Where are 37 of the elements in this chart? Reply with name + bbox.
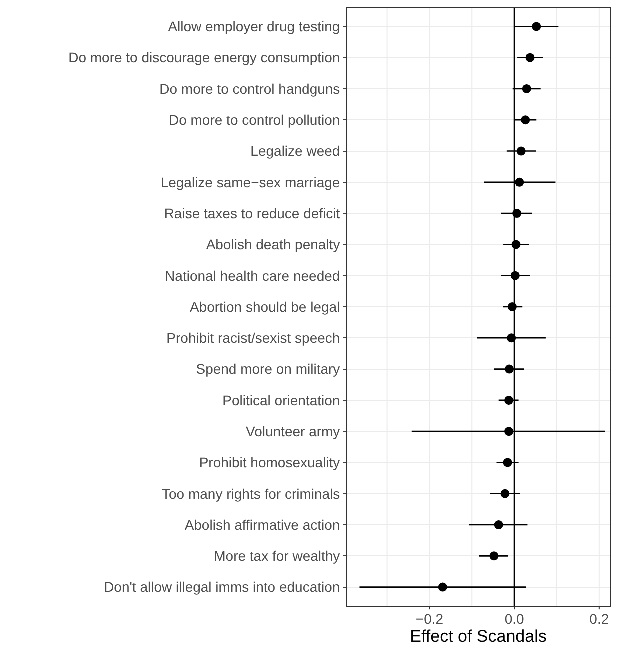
point [438,582,448,592]
point [532,22,542,32]
y-tick-label: More tax for wealthy [214,548,340,564]
y-tick-label: Abortion should be legal [190,298,340,315]
y-tick-label: Legalize same−sex marriage [160,174,340,190]
point [521,116,530,125]
y-tick-label: Do more to control pollution [168,112,340,128]
point [494,520,504,530]
y-tick-label: Raise taxes to reduce deficit [164,205,340,222]
y-tick-label: Allow employer drug testing [168,18,340,35]
point [503,458,512,468]
x-axis-title: Effect of Scandals [410,626,547,646]
y-tick-label: Do more to control handguns [160,80,340,97]
y-tick-label: Political orientation [222,392,340,408]
x-tick-label: 0.2 [590,610,610,627]
point [516,146,526,156]
y-tick-label: Do more to discourage energy consumption [68,50,340,66]
y-tick-label: Prohibit racist/sexist speech [166,330,340,346]
x-tick-label: −0.2 [416,610,444,627]
x-tick-label: 0.0 [504,610,524,627]
y-tick-label: Legalize weed [250,143,340,160]
point [522,84,532,94]
y-tick-label: National health care needed [165,268,340,284]
y-tick-label: Volunteer army [246,423,340,440]
y-tick-label: Prohibit homosexuality [199,454,340,471]
point [500,489,510,498]
point [490,552,499,561]
point [504,396,514,405]
point [504,364,514,374]
y-tick-label: Spend more on military [196,361,340,378]
point [515,178,524,187]
point [504,427,514,436]
y-tick-label: Too many rights for criminals [162,486,340,502]
y-tick-label: Abolish affirmative action [184,516,340,533]
point [526,53,535,62]
y-tick-label: Don't allow illegal imms into education [104,579,340,596]
y-tick-label: Abolish death penalty [206,236,340,253]
